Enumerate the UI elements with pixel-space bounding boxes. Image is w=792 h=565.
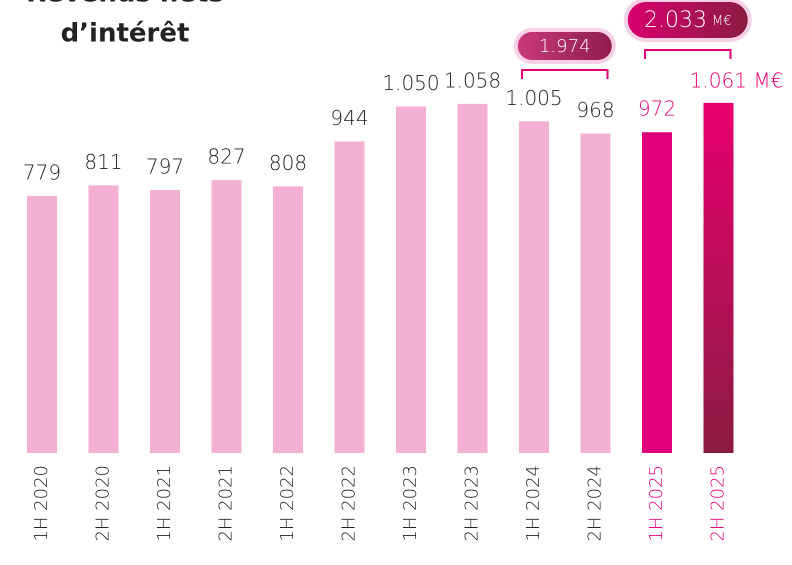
bar [519,121,549,453]
value-label: 1.058 [444,68,501,92]
bracket [521,69,609,79]
bar [580,133,611,453]
x-tick-label: 1H 2024 [523,465,544,542]
x-tick-label: 2H 2025 [708,465,729,542]
annotation-label: 2.033 M€ [644,8,731,33]
annotation-value: 1.974 [539,36,591,57]
x-tick-label: 1H 2023 [400,465,421,542]
value-label: 1.061 M€ [690,68,784,92]
bar [642,132,672,454]
bar [396,106,426,453]
value-label: 972 [638,97,676,121]
value-label: 827 [207,145,245,169]
value-label: 808 [269,151,307,175]
chart-title: Revenus nets [26,0,224,9]
value-label: 944 [330,106,368,130]
x-tick-label: 2H 2024 [585,465,606,542]
chart-title: d’intérêt [61,19,190,49]
x-tick-label: 2H 2020 [93,465,114,542]
bar [211,180,242,453]
bar [703,102,734,454]
x-tick-label: 1H 2020 [31,465,52,542]
value-label: 797 [146,154,184,178]
value-label: 968 [576,98,614,122]
x-tick-label: 1H 2025 [646,465,667,542]
bracket [644,49,732,59]
annotation-pill [627,2,748,38]
bar [273,186,303,454]
annotation-pill [517,32,612,60]
value-label: 1.050 [382,71,439,95]
value-label: 811 [84,150,122,174]
bar [457,103,488,454]
x-tick-label: 1H 2022 [277,465,298,542]
bar [150,189,180,454]
bar [334,141,365,454]
bar [88,185,119,453]
annotation-label: 1.974 [539,36,591,57]
value-label: 1.005 [505,86,562,110]
x-tick-label: 2H 2022 [339,465,360,542]
bar [27,195,57,453]
x-tick-label: 2H 2021 [216,465,237,542]
annotation-unit: M€ [712,14,732,29]
x-tick-label: 2H 2023 [462,465,483,542]
annotation-value: 2.033 [644,8,707,33]
value-label: 779 [23,160,61,184]
x-tick-label: 1H 2021 [154,465,175,542]
